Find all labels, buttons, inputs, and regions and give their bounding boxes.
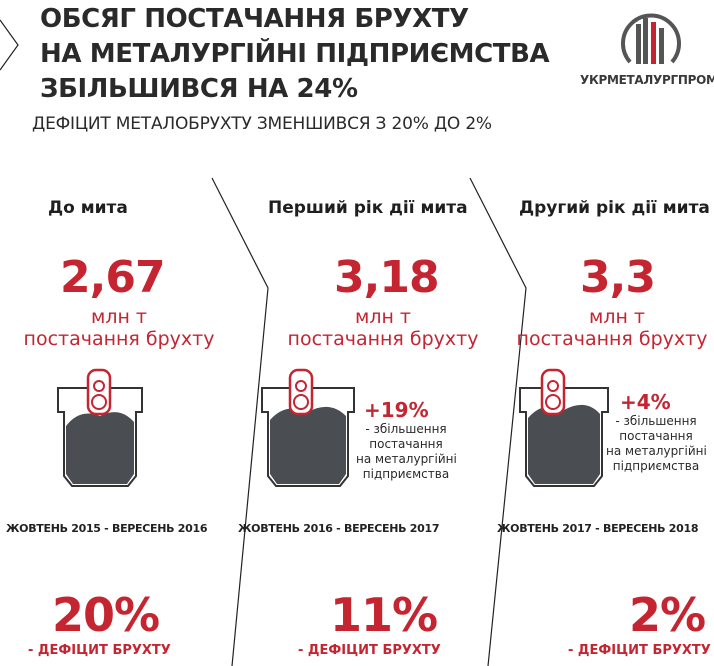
supply-value: 3,18 [334,252,440,303]
change-desc-line: - збільшення [365,422,447,436]
page-title: ОБСЯГ ПОСТАЧАННЯ БРУХТУ НА МЕТАЛУРГІЙНІ … [40,2,550,107]
supply-description: постачання брухту [23,328,215,350]
supply-description: постачання брухту [287,328,479,350]
period-label: ЖОВТЕНЬ 2015 - ВЕРЕСЕНЬ 2016 [6,522,208,535]
change-desc-line: підприємства [362,467,450,481]
column-heading: Перший рік дії мита [268,198,468,218]
deficit-label: - ДЕФІЦИТ БРУХТУ [568,643,711,658]
scrap-container-icon [57,368,143,487]
period-label: ЖОВТЕНЬ 2017 - ВЕРЕСЕНЬ 2018 [497,522,699,535]
column-heading: Другий рік дії мита [519,198,710,218]
logo-text: УКРМЕТАЛУРГПРОМ [580,73,714,87]
change-percent: +4% [620,390,671,414]
supply-unit: млн т [354,306,411,328]
change-desc-line: постачання [369,437,443,451]
change-description: - збільшення постачання на металургійні … [606,414,707,474]
supply-value: 2,67 [60,252,166,303]
deficit-percent: 11% [330,588,438,642]
title-line-3: ЗБІЛЬШИВСЯ НА 24% [40,74,358,104]
title-line-1: ОБСЯГ ПОСТАЧАННЯ БРУХТУ [40,4,469,34]
supply-unit: млн т [90,306,147,328]
change-description: - збільшення постачання на металургійні … [356,422,457,482]
period-label: ЖОВТЕНЬ 2016 - ВЕРЕСЕНЬ 2017 [238,522,440,535]
supply-description: постачання брухту [516,328,708,350]
deficit-percent: 20% [52,588,160,642]
deficit-label: - ДЕФІЦИТ БРУХТУ [298,643,441,658]
subtitle: ДЕФІЦИТ МЕТАЛОБРУХТУ ЗМЕНШИВСЯ З 20% ДО … [32,114,492,134]
change-percent: +19% [364,398,429,422]
deficit-percent: 2% [629,588,706,642]
column-heading: До мита [48,198,128,218]
supply-value: 3,3 [580,252,656,303]
change-desc-line: - збільшення [615,414,697,428]
scrap-container-icon [519,368,609,487]
ukrmetalurgprom-logo-icon [621,13,681,64]
change-desc-line: на металургійні [356,452,457,466]
change-desc-line: підприємства [612,459,700,473]
change-desc-line: постачання [619,429,693,443]
scrap-container-icon [261,368,355,487]
supply-unit: млн т [588,306,645,328]
change-desc-line: на металургійні [606,444,707,458]
deficit-label: - ДЕФІЦИТ БРУХТУ [28,643,171,658]
title-line-2: НА МЕТАЛУРГІЙНІ ПІДПРИЄМСТВА [40,39,550,69]
